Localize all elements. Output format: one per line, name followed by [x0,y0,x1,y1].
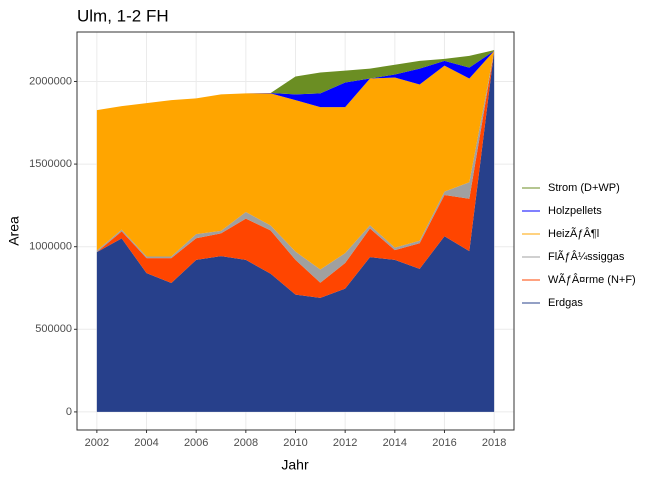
y-tick-label: 1500000 [29,158,72,170]
x-axis-label: Jahr [281,457,309,473]
x-tick-label: 2014 [383,437,407,449]
area [96,50,495,270]
x-tick-label: 2004 [134,437,158,449]
plot-border [76,31,515,431]
y-tick-label: 2000000 [29,75,72,87]
y-tick-label: 1000000 [29,241,72,253]
legend-label: WÃƒÂ¤rme (N+F) [548,273,636,286]
area [96,50,495,412]
area [96,50,495,111]
chart-title: Ulm, 1-2 FH [77,6,169,25]
y-tick-label: 0 [66,406,72,418]
x-tick-label: 2012 [333,437,357,449]
legend-label: Strom (D+WP) [548,182,620,194]
x-tick-label: 2010 [283,437,307,449]
x-tick-label: 2006 [184,437,208,449]
legend-label: HeizÃƒÂ¶l [548,227,599,240]
legend-label: Erdgas [548,297,583,309]
area [96,50,495,111]
x-tick-label: 2002 [85,437,109,449]
x-tick-label: 2008 [234,437,258,449]
y-tick-label: 500000 [35,323,72,335]
x-tick-label: 2016 [432,437,456,449]
x-tick-label: 2018 [482,437,506,449]
y-axis-label: Area [6,216,22,246]
legend-label: FlÃƒÂ¼ssiggas [548,250,625,263]
legend-label: Holzpellets [548,205,602,217]
